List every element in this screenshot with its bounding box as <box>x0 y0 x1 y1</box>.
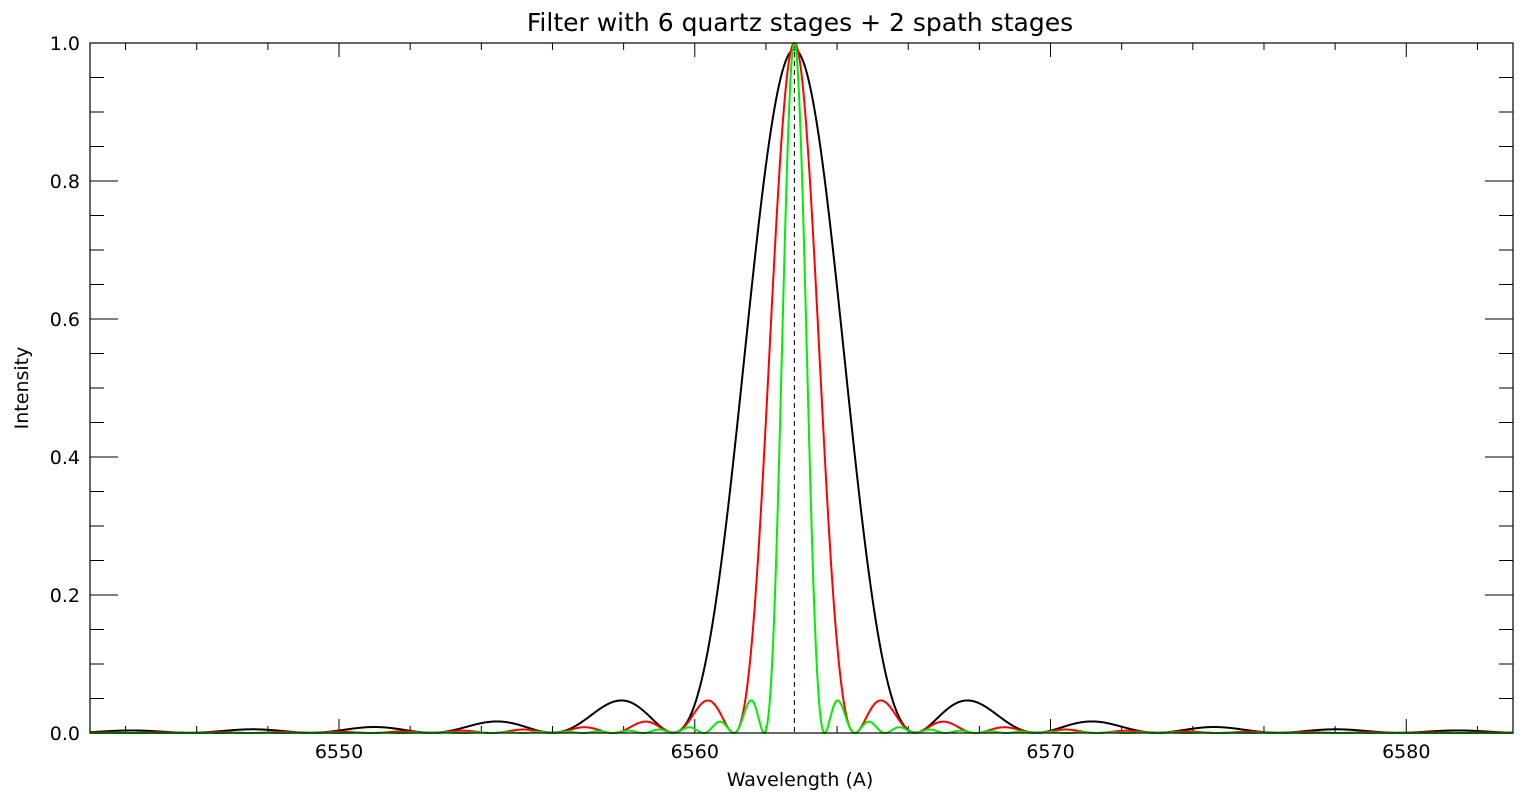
y-tick-label: 0.2 <box>50 585 80 607</box>
y-tick-label: 0.8 <box>50 171 80 193</box>
x-axis-label: Wavelength (A) <box>727 769 874 791</box>
x-tick-label: 6580 <box>1382 741 1430 763</box>
plot-frame <box>89 42 1514 734</box>
y-tick-label: 0.4 <box>50 447 80 469</box>
x-tick-label: 6560 <box>671 741 719 763</box>
series-line-2 <box>90 41 1513 735</box>
y-tick-label: 1.0 <box>50 33 80 55</box>
x-tick-label: 6550 <box>315 741 363 763</box>
y-axis-label: Intensity <box>11 347 33 430</box>
chart-title: Filter with 6 quartz stages + 2 spath st… <box>527 8 1073 37</box>
y-tick-label: 0.0 <box>50 723 80 745</box>
y-tick-label: 0.6 <box>50 309 80 331</box>
x-tick-label: 6570 <box>1026 741 1074 763</box>
